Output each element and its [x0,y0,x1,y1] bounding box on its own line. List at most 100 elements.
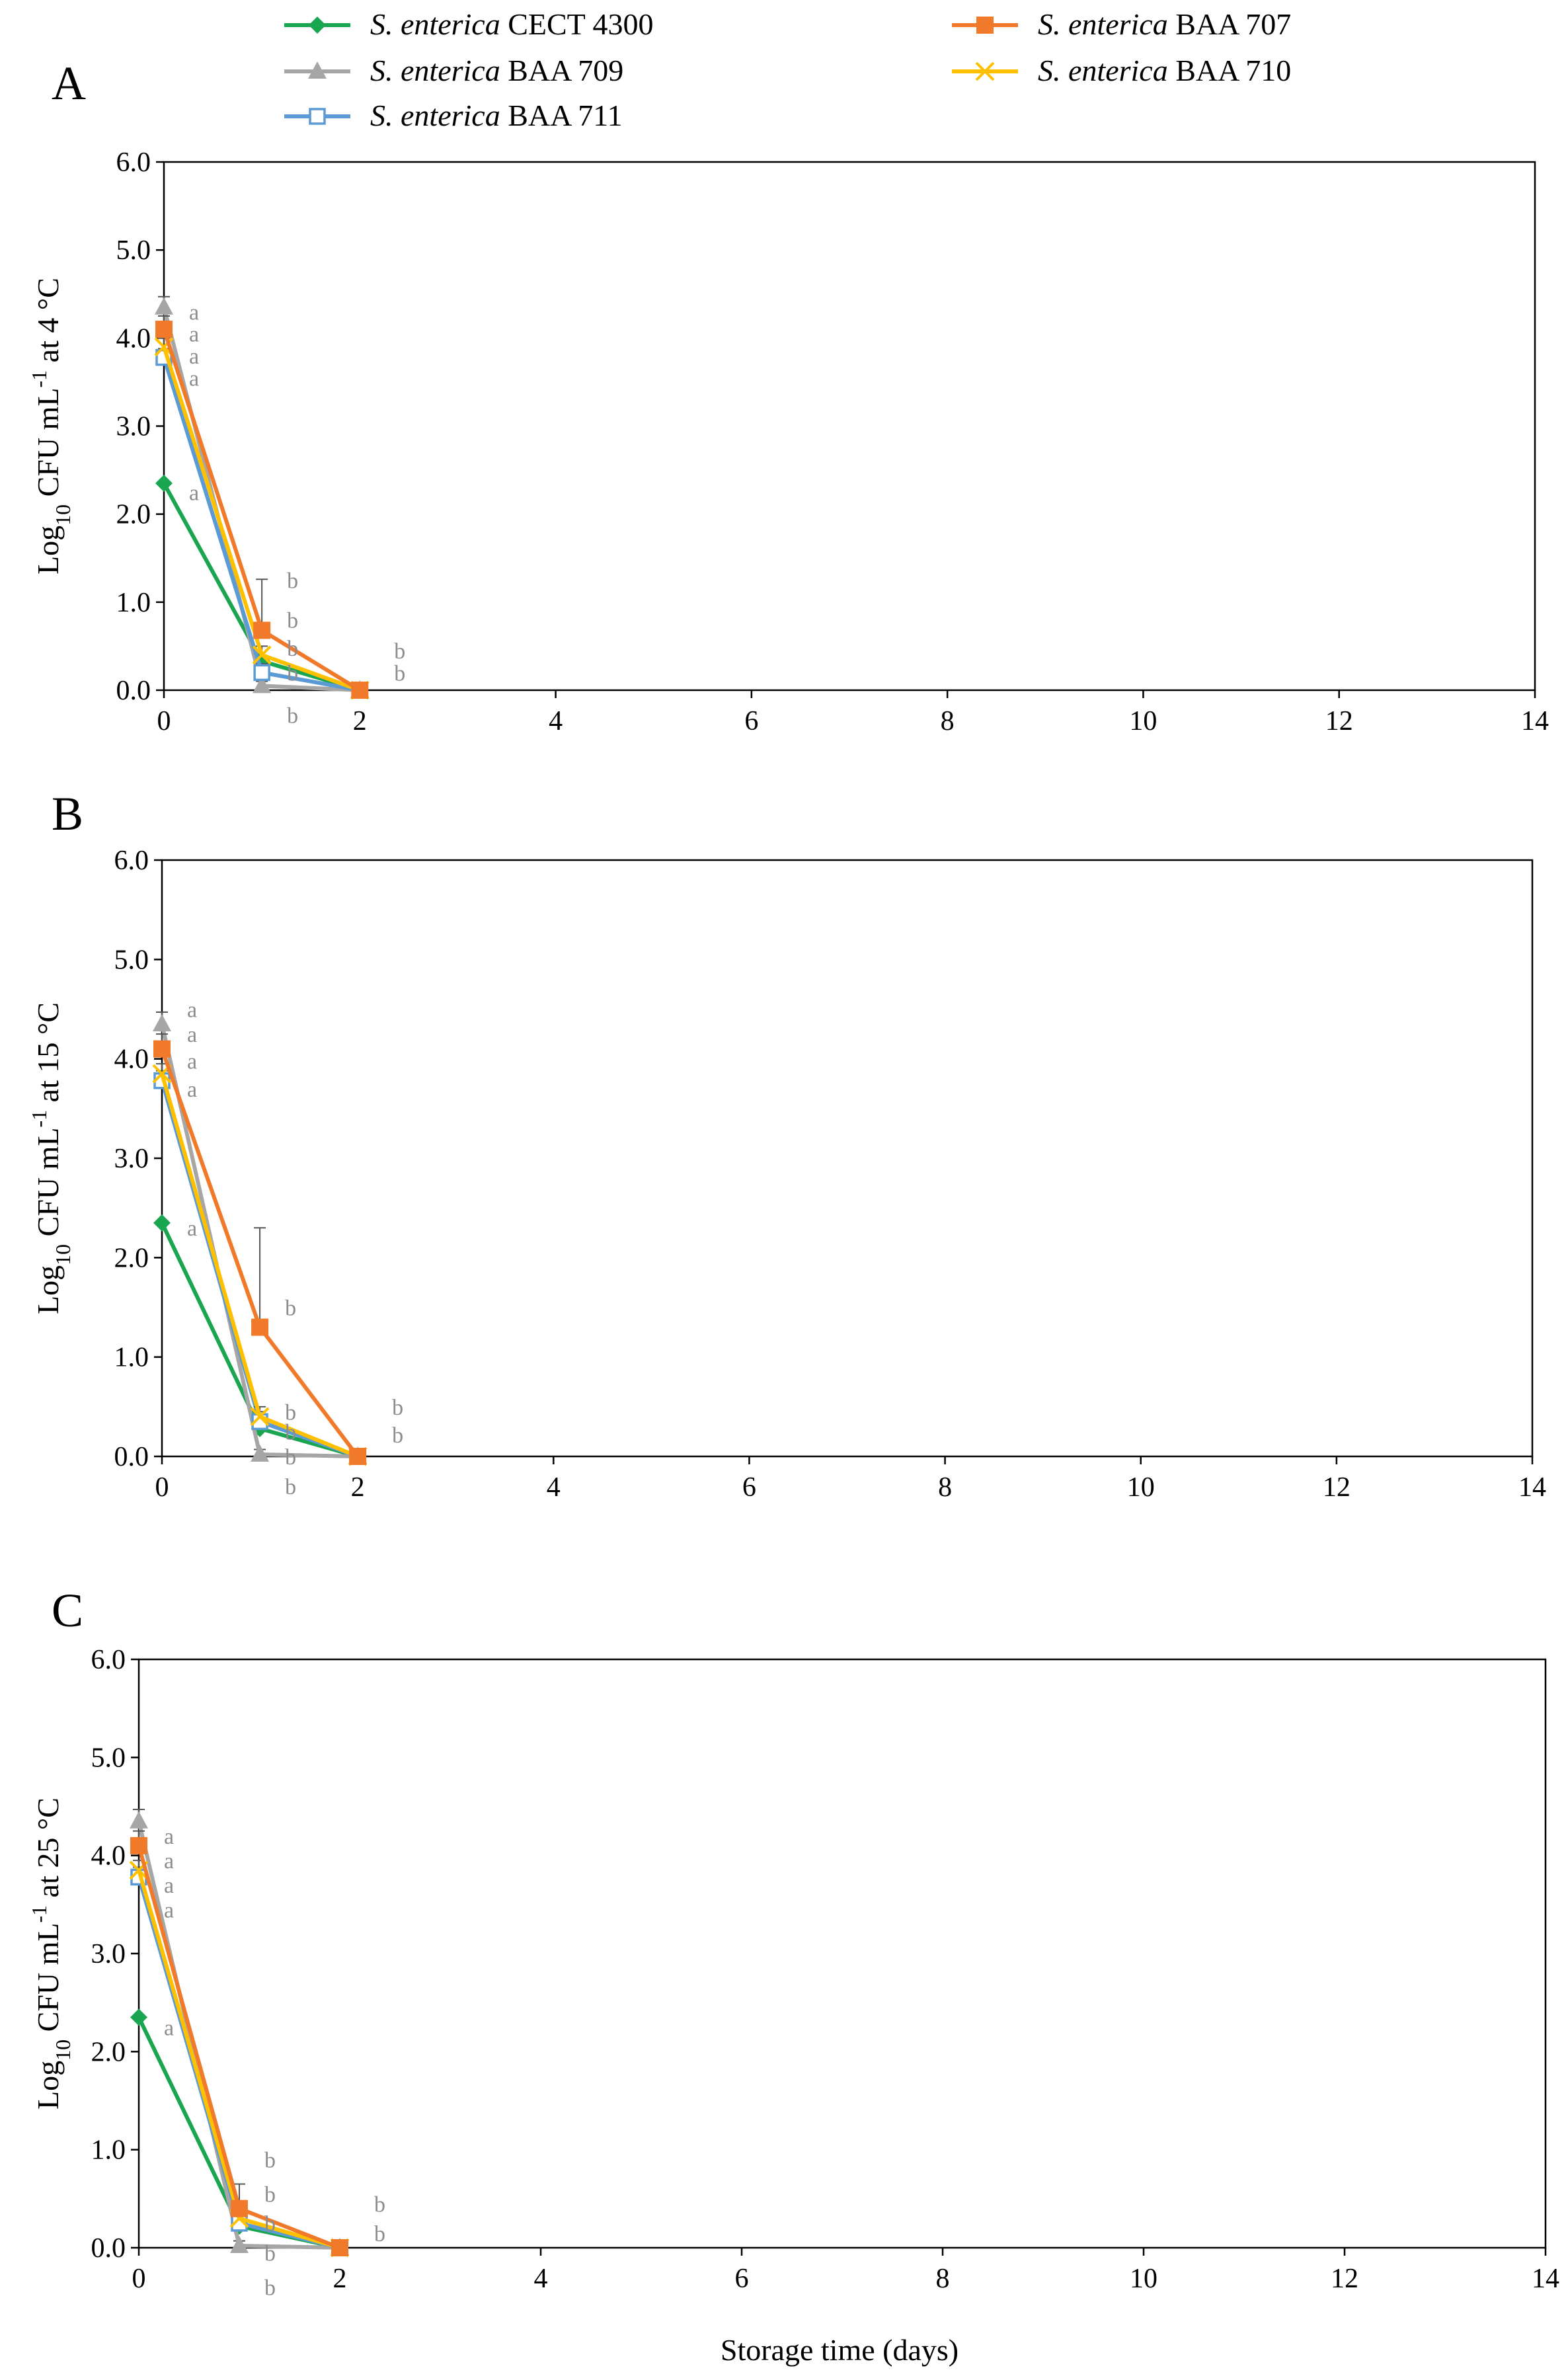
data-point [153,1014,171,1032]
significance-label: a [189,481,199,505]
significance-label: a [164,1849,174,1874]
data-point [251,1318,269,1336]
series [155,315,369,699]
x-tick-label: 2 [353,706,367,736]
data-point [253,676,272,693]
y-axis-title-part: Log [31,526,65,574]
y-axis-title-part: at 15 °C [31,1002,65,1110]
y-tick-label: 3.0 [91,1939,126,1969]
series-line [162,356,360,692]
x-tick-label: 6 [744,706,758,736]
data-point [250,1407,270,1427]
y-axis-title-part: -1 [27,370,51,388]
significance-label: a [164,1874,174,1898]
plot-frame [161,859,1534,1458]
significance-label: b [264,2182,276,2207]
x-tick-label: 12 [1323,1472,1351,1503]
data-point [153,1214,171,1232]
y-axis-title-part: at 4 °C [31,278,65,370]
y-tick-label: 2.0 [116,500,151,530]
legend-species: S. enterica [370,7,500,41]
x-tick-label: 10 [1127,1472,1155,1503]
legend-label: S. enterica BAA 711 [370,99,623,132]
series [153,1033,367,1465]
legend-marker [975,61,995,81]
significance-label: a [189,323,199,347]
y-tick-label: 2.0 [114,1243,149,1273]
legend-label: S. enterica BAA 710 [1038,54,1291,87]
x-tick-label: 12 [1325,706,1353,736]
legend-species: S. enterica [1038,54,1168,87]
legend-species: S. enterica [370,54,500,87]
x-tick-label: 2 [351,1472,365,1503]
significance-label: b [287,637,298,661]
x-tick-label: 4 [534,2264,548,2294]
data-point [253,621,271,639]
x-tick-label: 6 [735,2264,749,2294]
y-axis-title: Log10 CFU mL-1 at 15 °C [27,1002,75,1314]
y-tick-label: 4.0 [114,1045,149,1075]
x-tick-label: 14 [1521,706,1549,736]
legend-item: S. enterica CECT 4300 [284,7,653,41]
significance-label: b [285,1445,296,1470]
data-point [155,475,173,493]
legend-strain: CECT 4300 [500,7,654,41]
significance-label: b [285,1400,296,1425]
legend-marker [309,17,326,34]
x-tick-label: 0 [132,2264,146,2294]
significance-label: b [394,639,405,664]
y-axis-title-part: CFU mL [31,1922,65,2039]
x-tick-label: 4 [549,706,563,736]
significance-label: b [287,608,298,633]
significance-label: a [189,366,199,391]
panel-letter: B [52,787,83,840]
panel-letter: C [52,1584,83,1637]
y-tick-label: 2.0 [91,2037,126,2067]
y-tick-label: 0.0 [116,676,151,706]
significance-label: b [287,661,298,686]
x-tick-label: 10 [1129,706,1157,736]
x-tick-label: 14 [1518,1472,1546,1503]
x-tick-label: 6 [742,1472,756,1503]
significance-label: b [394,661,405,686]
significance-label: a [187,1078,197,1102]
legend-species: S. enterica [1038,7,1168,41]
legend-strain: BAA 707 [1168,7,1292,41]
y-tick-label: 4.0 [116,323,151,354]
y-tick-label: 1.0 [114,1343,149,1373]
legend-marker [976,17,994,34]
significance-label: b [392,1396,403,1420]
y-axis-title-part: at 25 °C [31,1798,65,1905]
legend: S. enterica CECT 4300 S. enterica BAA 707… [284,7,1291,132]
data-point [231,2199,248,2217]
data-point [251,1444,270,1462]
significance-label: a [187,1216,197,1241]
y-tick-label: 3.0 [116,412,151,442]
data-point [155,321,173,338]
legend-marker [309,108,326,125]
panel-letter: A [52,57,86,110]
y-axis-title-part: 10 [51,2039,75,2061]
significance-label: b [287,569,298,594]
data-point [153,1040,171,1058]
y-axis-title-part: 10 [51,504,75,526]
y-tick-label: 4.0 [91,1841,126,1872]
y-tick-label: 1.0 [91,2135,126,2166]
y-tick-label: 6.0 [91,1645,126,1675]
data-point [130,2008,147,2026]
x-axis-title: Storage time (days) [721,2333,959,2367]
y-tick-label: 6.0 [116,147,151,178]
y-tick-label: 5.0 [91,1743,126,1773]
data-point [252,645,272,665]
y-tick-label: 6.0 [114,846,149,876]
legend-item: S. enterica BAA 710 [952,54,1291,87]
data-point [130,1837,147,1854]
data-point [155,297,173,315]
data-point [253,664,270,682]
legend-label: S. enterica CECT 4300 [370,7,653,41]
legend-strain: BAA 711 [500,99,623,132]
legend-strain: BAA 709 [500,54,624,87]
x-tick-label: 8 [938,1472,952,1503]
